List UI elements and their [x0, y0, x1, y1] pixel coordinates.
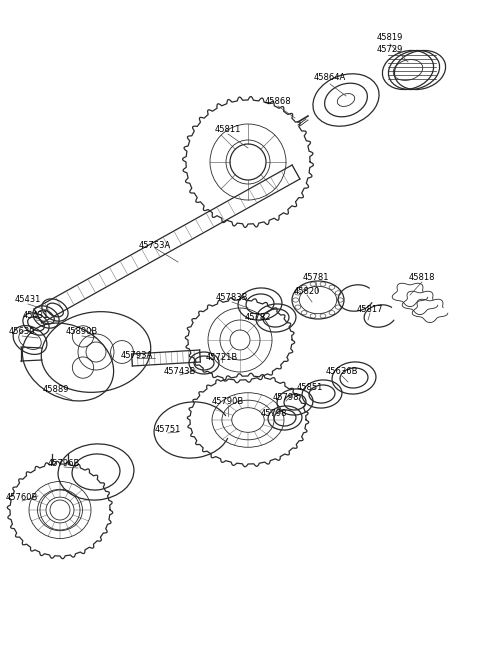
Text: 45820: 45820: [294, 288, 320, 297]
Text: 45851: 45851: [297, 383, 323, 392]
Text: 45783B: 45783B: [216, 293, 248, 303]
Text: 45890B: 45890B: [66, 328, 98, 337]
Text: 45796B: 45796B: [48, 460, 80, 468]
Text: 45790B: 45790B: [212, 398, 244, 407]
Text: 45889: 45889: [43, 386, 69, 394]
Text: 45431: 45431: [15, 295, 41, 305]
Text: 45751: 45751: [155, 426, 181, 434]
Text: 45431: 45431: [23, 312, 49, 320]
Text: 45798: 45798: [261, 409, 287, 417]
Text: 45868: 45868: [264, 98, 291, 107]
Text: 45630: 45630: [9, 328, 35, 337]
Text: 45864A: 45864A: [314, 73, 346, 83]
Text: 45798: 45798: [273, 394, 299, 403]
Text: 45743B: 45743B: [164, 367, 196, 377]
Text: 45729: 45729: [377, 45, 403, 54]
Text: 45781: 45781: [303, 274, 329, 282]
Text: 45811: 45811: [215, 126, 241, 134]
Text: 45636B: 45636B: [326, 367, 358, 377]
Text: 45721B: 45721B: [206, 354, 238, 362]
Text: 45817: 45817: [357, 305, 383, 314]
Text: 45782: 45782: [245, 314, 271, 322]
Text: 45753A: 45753A: [139, 240, 171, 250]
Text: 45760B: 45760B: [6, 493, 38, 502]
Text: 45793A: 45793A: [121, 350, 153, 360]
Text: 45819: 45819: [377, 33, 403, 43]
Text: 45818: 45818: [409, 274, 435, 282]
